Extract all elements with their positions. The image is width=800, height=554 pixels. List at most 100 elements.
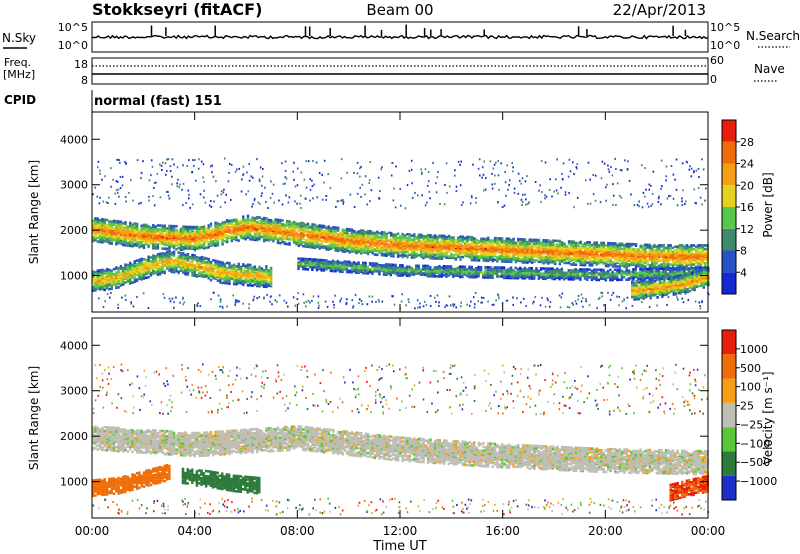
range-gate-cell [315, 263, 319, 267]
range-gate-cell [165, 250, 169, 254]
range-gate-cell [644, 265, 647, 268]
range-gate-cell [281, 238, 284, 241]
range-gate-cell [572, 244, 575, 247]
range-gate-cell [286, 228, 289, 232]
range-gate-cell [556, 243, 559, 247]
range-gate-cell [246, 269, 250, 273]
range-gate-cell [195, 238, 199, 241]
range-gate-cell [195, 256, 199, 259]
range-gate-cell [202, 225, 206, 228]
range-gate-cell [156, 259, 160, 263]
range-gate-cell [646, 255, 649, 258]
range-gate-cell [119, 267, 123, 271]
range-gate-cell [496, 256, 499, 259]
range-gate-cell [311, 223, 314, 226]
range-gate-cell [401, 253, 404, 256]
range-gate-cell [126, 244, 130, 247]
range-gate-cell [256, 226, 259, 229]
range-gate-cell [129, 278, 132, 281]
range-gate-cell [142, 258, 146, 261]
range-gate-cell [353, 234, 356, 238]
range-gate-cell [611, 242, 615, 245]
range-gate-cell [260, 220, 263, 223]
range-gate-cell [593, 241, 596, 244]
range-gate-cell [265, 265, 268, 268]
range-gate-cell [544, 243, 548, 246]
range-gate-cell [530, 248, 534, 252]
range-gate-cell [350, 269, 353, 273]
range-gate-cell [369, 247, 372, 251]
range-gate-cell [297, 267, 300, 271]
range-gate-cell [258, 281, 261, 284]
range-gate-cell [394, 236, 397, 239]
range-gate-cell [103, 269, 106, 273]
range-gate-cell [159, 252, 162, 256]
range-gate-cell [159, 269, 162, 272]
range-gate-cell [357, 241, 360, 245]
range-gate-cell [343, 228, 347, 232]
range-gate-cell [235, 236, 238, 239]
range-gate-cell [685, 261, 689, 265]
range-gate-cell [207, 240, 210, 244]
range-gate-cell [507, 237, 511, 241]
range-gate-cell [401, 241, 404, 245]
range-gate-cell [403, 234, 407, 237]
nsearch-tick-bottom: 10^0 [710, 39, 740, 52]
range-gate-cell [422, 240, 425, 243]
range-gate-cell [226, 225, 229, 228]
range-gate-cell [315, 268, 319, 272]
range-gate-cell [133, 269, 136, 272]
range-gate-cell [537, 260, 541, 264]
range-gate-cell [609, 261, 612, 264]
range-gate-cell [239, 224, 243, 228]
range-gate-cell [242, 215, 245, 218]
range-gate-cell [339, 232, 342, 235]
range-gate-cell [533, 248, 536, 252]
range-gate-cell [353, 248, 356, 252]
range-gate-cell [390, 244, 393, 248]
range-gate-cell [140, 271, 143, 275]
range-gate-cell [554, 254, 557, 258]
range-gate-cell [165, 262, 169, 265]
range-gate-cell [688, 260, 691, 264]
range-gate-cell [124, 224, 127, 228]
range-gate-cell [597, 254, 601, 257]
range-gate-cell [262, 273, 266, 277]
range-gate-cell [304, 264, 307, 267]
range-gate-cell [667, 259, 670, 262]
range-gate-cell [445, 250, 448, 253]
range-gate-cell [246, 263, 250, 267]
range-gate-cell [630, 242, 633, 246]
range-gate-cell [426, 233, 430, 237]
range-gate-cell [200, 266, 203, 269]
range-gate-cell [156, 268, 160, 271]
range-gate-cell [251, 238, 254, 241]
range-gate-cell [92, 235, 95, 239]
range-gate-cell [339, 248, 342, 252]
range-gate-cell [96, 217, 99, 220]
range-gate-cell [535, 259, 538, 262]
range-gate-cell [627, 263, 631, 266]
range-gate-cell [138, 234, 141, 237]
range-gate-cell [195, 275, 199, 278]
range-gate-cell [265, 223, 268, 227]
range-gate-cell [644, 246, 647, 249]
range-gate-cell [115, 285, 118, 288]
range-gate-cell [491, 258, 494, 261]
range-gate-cell [108, 239, 111, 242]
range-gate-cell [690, 244, 693, 247]
range-gate-cell [94, 285, 97, 288]
range-gate-cell [341, 266, 344, 270]
range-gate-cell [530, 261, 534, 264]
range-gate-cell [399, 239, 402, 242]
range-gate-cell [630, 246, 633, 250]
range-gate-cell [147, 272, 150, 275]
beam-title: Beam 00 [366, 1, 433, 19]
range-gate-cell [496, 242, 499, 245]
range-gate-cell [237, 271, 240, 275]
range-gate-cell [184, 225, 187, 229]
range-gate-cell [135, 278, 139, 281]
nsky-label: N.Sky [2, 31, 36, 45]
range-gate-cell [133, 274, 136, 277]
range-gate-cell [417, 233, 421, 237]
